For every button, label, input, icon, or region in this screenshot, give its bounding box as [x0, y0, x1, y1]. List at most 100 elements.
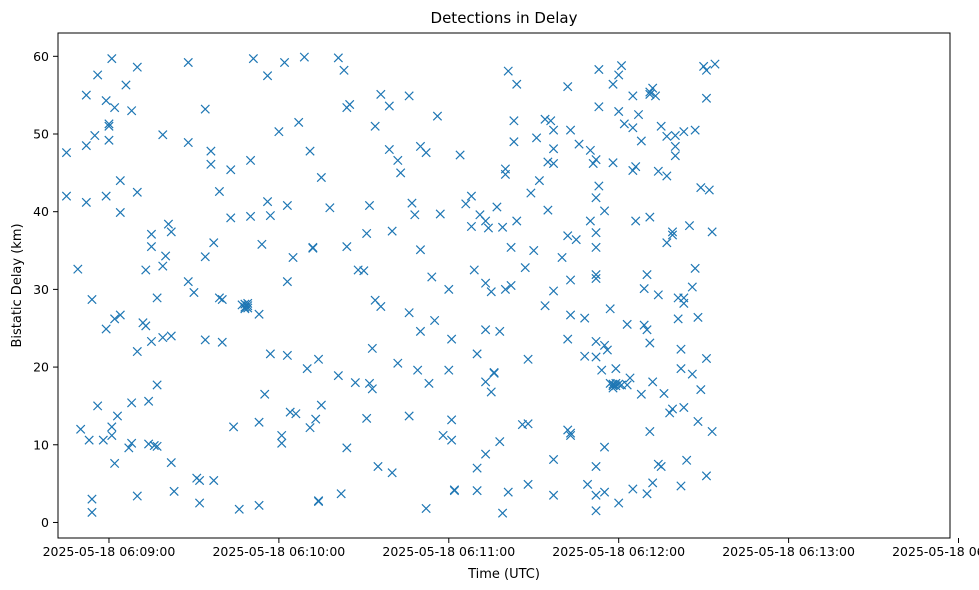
data-point — [384, 101, 394, 111]
data-point — [160, 251, 171, 261]
data-point — [81, 90, 91, 100]
data-point — [696, 384, 706, 395]
data-point — [497, 508, 508, 518]
data-point — [472, 463, 482, 473]
data-point — [370, 121, 380, 131]
data-point — [679, 402, 689, 413]
data-point — [628, 91, 638, 101]
data-point — [492, 202, 502, 212]
data-point — [693, 312, 703, 322]
data-point — [183, 137, 193, 148]
data-point — [512, 216, 522, 226]
data-point — [226, 165, 236, 175]
data-point — [333, 370, 343, 381]
data-point — [653, 166, 663, 176]
data-point — [107, 54, 117, 64]
data-point — [472, 485, 482, 496]
data-point — [87, 294, 97, 305]
data-point — [585, 216, 595, 226]
data-point — [415, 326, 426, 336]
data-point — [614, 379, 624, 389]
data-point — [526, 188, 536, 198]
data-point — [209, 475, 219, 486]
data-point — [101, 191, 111, 201]
data-point — [435, 209, 445, 219]
data-point — [376, 301, 386, 312]
data-point — [631, 162, 641, 172]
data-point — [101, 324, 111, 334]
data-point — [480, 377, 491, 387]
data-point — [421, 148, 431, 158]
data-point — [245, 155, 256, 166]
data-point — [645, 89, 655, 100]
data-point — [540, 114, 550, 124]
data-point — [158, 261, 168, 271]
data-point — [565, 428, 576, 438]
data-point — [614, 106, 624, 117]
data-point — [404, 91, 414, 101]
data-point — [565, 310, 576, 320]
data-point — [563, 334, 573, 344]
data-point — [282, 350, 292, 361]
data-point — [628, 165, 638, 176]
data-point — [127, 398, 137, 408]
data-point — [333, 53, 343, 63]
data-point — [540, 301, 550, 311]
data-point — [597, 365, 607, 375]
data-point — [710, 59, 720, 69]
data-point — [670, 151, 680, 161]
data-point — [308, 243, 318, 253]
data-point — [611, 378, 621, 389]
data-point — [548, 158, 559, 169]
data-point — [645, 426, 655, 437]
data-point — [325, 203, 335, 213]
data-point — [591, 155, 601, 165]
chart-title: Detections in Delay — [431, 9, 578, 27]
data-point — [529, 245, 539, 256]
data-point — [656, 121, 666, 131]
data-point — [339, 65, 349, 75]
x-axis-label: Time (UTC) — [467, 567, 540, 582]
data-point — [676, 344, 686, 354]
data-point — [200, 335, 210, 345]
data-point — [648, 377, 658, 387]
plot-area: 2025-05-18 06:09:00 2025-05-18 06:10:00 20… — [33, 49, 979, 559]
data-point — [704, 185, 714, 195]
data-point — [90, 130, 100, 141]
data-point — [115, 175, 125, 186]
data-point — [444, 284, 454, 295]
data-point — [254, 309, 264, 319]
data-point — [591, 273, 601, 284]
data-point — [350, 377, 360, 388]
data-point — [110, 458, 120, 469]
data-point — [364, 378, 375, 389]
data-point — [523, 419, 533, 429]
data-point — [625, 373, 635, 383]
data-point — [523, 479, 533, 490]
data-point — [531, 133, 542, 143]
data-point — [591, 352, 601, 362]
y-tick-label: 40 — [33, 204, 49, 219]
data-point — [132, 62, 142, 72]
data-point — [112, 411, 123, 421]
data-point — [707, 426, 717, 437]
data-point — [495, 437, 505, 447]
data-point — [407, 198, 417, 208]
data-point — [396, 168, 406, 178]
data-point — [642, 325, 652, 335]
data-point — [699, 61, 709, 72]
x-tick-label: 2025-05-18 06:11:00 — [382, 544, 515, 559]
data-point — [166, 227, 176, 237]
data-point — [248, 54, 259, 64]
data-point — [548, 490, 559, 500]
data-point — [313, 496, 324, 506]
data-point — [61, 191, 72, 201]
data-point — [679, 293, 689, 303]
data-point — [217, 294, 227, 305]
data-point — [503, 66, 513, 76]
data-point — [506, 280, 516, 291]
data-point — [342, 242, 352, 252]
data-point — [291, 409, 301, 419]
data-point — [543, 205, 553, 215]
